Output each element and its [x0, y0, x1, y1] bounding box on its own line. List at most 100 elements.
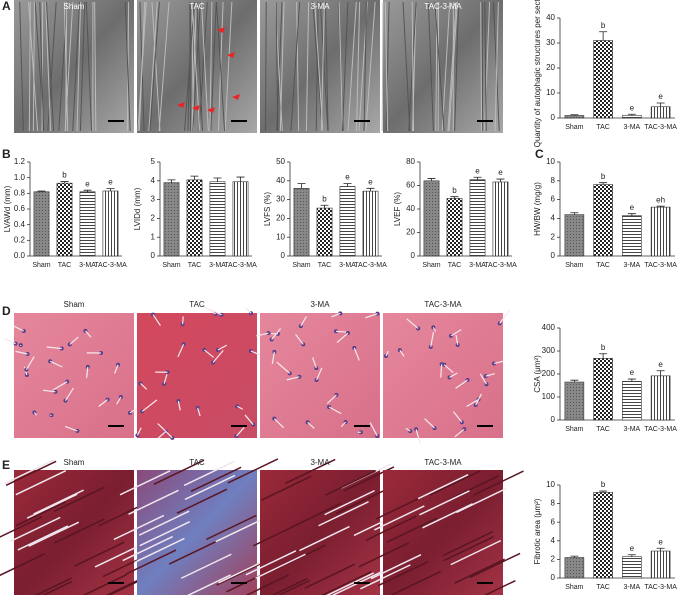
- x-tick-label: TAC: [318, 262, 331, 269]
- texture: [64, 425, 78, 432]
- texture: [0, 516, 43, 538]
- texture: [42, 580, 73, 595]
- y-tick-label: 60: [406, 181, 415, 190]
- texture: [405, 427, 411, 432]
- panel-letters: A B C D E: [2, 0, 544, 472]
- bar: [564, 381, 585, 421]
- micrograph: TAC-3-MA: [381, 0, 503, 133]
- error-bar: [366, 187, 375, 192]
- error-bar: [570, 212, 579, 215]
- texture: [365, 515, 417, 541]
- error-bar: [570, 555, 579, 558]
- texture: [493, 360, 504, 365]
- texture: [151, 1, 161, 132]
- texture: [363, 1, 367, 132]
- significance-label: b: [601, 21, 606, 30]
- texture: [245, 574, 289, 595]
- texture: [335, 488, 387, 515]
- texture: [484, 1, 487, 132]
- texture: [9, 516, 61, 543]
- texture: [157, 431, 167, 439]
- texture: [318, 501, 369, 527]
- texture: [124, 1, 131, 132]
- bar: [79, 191, 96, 257]
- y-tick-label: 4: [151, 176, 156, 185]
- x-tick-label: TAC-3-MA: [644, 262, 677, 269]
- texture: [479, 373, 487, 385]
- significance-label: eh: [656, 195, 665, 204]
- y-tick-label: 6: [551, 195, 556, 204]
- texture: [98, 399, 108, 407]
- significance-label: e: [630, 544, 635, 553]
- texture: [325, 470, 376, 496]
- texture: [236, 405, 244, 410]
- texture: [481, 1, 484, 132]
- error-bar: [343, 183, 352, 187]
- texture: [450, 329, 462, 337]
- bar: [564, 557, 585, 579]
- x-tick-label: TAC-3-MA: [644, 584, 677, 591]
- texture: [324, 489, 375, 516]
- texture: [197, 407, 201, 417]
- texture: [369, 422, 378, 437]
- texture: [429, 470, 481, 496]
- x-tick-label: TAC-3-MA: [644, 124, 677, 131]
- texture: [76, 1, 82, 132]
- y-tick-label: 8: [551, 499, 556, 508]
- x-tick-label: 3-MA: [209, 262, 226, 269]
- texture: [326, 572, 375, 595]
- arrow: [227, 52, 235, 58]
- texture: [45, 1, 52, 132]
- texture: [324, 1, 329, 132]
- image-label: 3-MA: [310, 300, 330, 309]
- texture: [45, 1, 55, 132]
- texture: [25, 356, 35, 370]
- significance-label: e: [658, 92, 663, 101]
- texture: [82, 573, 128, 595]
- texture: [32, 1, 35, 132]
- y-tick-label: 0: [151, 251, 156, 260]
- y-tick-label: 400: [542, 323, 556, 332]
- texture: [424, 418, 435, 429]
- image-label: 3-MA: [310, 2, 330, 11]
- error-bar: [213, 177, 222, 182]
- y-tick-label: 3: [151, 195, 156, 204]
- texture: [192, 1, 201, 132]
- y-tick-label: 10: [276, 232, 285, 241]
- texture: [216, 560, 268, 586]
- texture: [245, 550, 297, 576]
- bar: [316, 207, 333, 257]
- image-label: Sham: [64, 300, 85, 309]
- micrograph: Sham: [14, 0, 134, 133]
- bar: [362, 190, 379, 257]
- error-bar: [60, 181, 69, 184]
- bar: [650, 206, 671, 257]
- texture: [307, 421, 315, 429]
- bar: [593, 184, 613, 257]
- texture: [385, 1, 390, 132]
- texture: [3, 459, 55, 485]
- texture: [15, 469, 67, 496]
- x-tick-label: TAC: [596, 262, 609, 269]
- texture: [183, 460, 235, 487]
- texture: [466, 399, 479, 408]
- error-bar: [570, 114, 579, 116]
- panel-letter: C: [535, 147, 544, 161]
- image-label: 3-MA: [310, 458, 330, 467]
- texture: [52, 381, 68, 391]
- x-tick-label: TAC: [596, 124, 609, 131]
- y-tick-label: 6: [551, 517, 556, 526]
- x-tick-label: TAC-3-MA: [354, 262, 387, 269]
- texture: [187, 1, 192, 132]
- texture: [69, 336, 79, 345]
- significance-label: e: [85, 179, 90, 188]
- texture: [340, 421, 347, 428]
- texture: [417, 474, 469, 500]
- texture: [475, 393, 482, 406]
- texture: [411, 1, 415, 132]
- texture: [384, 1, 389, 132]
- image-label: TAC-3-MA: [424, 300, 462, 309]
- texture: [176, 488, 228, 514]
- texture: [432, 327, 437, 332]
